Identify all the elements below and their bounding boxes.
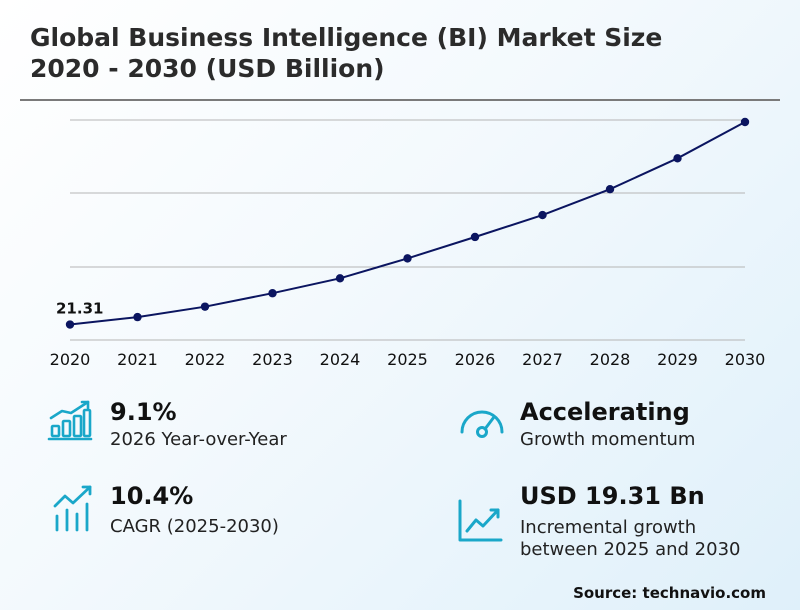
x-tick-2025: 2025 <box>387 350 428 369</box>
incremental-value: USD 19.31 Bn <box>520 482 705 510</box>
source-credit: Source: technavio.com <box>573 584 766 602</box>
incremental-label-line1: Incremental growth <box>520 517 697 538</box>
series-line <box>69 121 746 326</box>
data-label-2020: 21.31 <box>56 300 103 318</box>
x-axis-ticks: 2020 2021 2022 2023 2024 2025 2026 2027 2028 2029… <box>50 350 766 369</box>
trend-bars-icon <box>53 485 92 532</box>
data-point-2024 <box>335 274 345 283</box>
title-divider <box>20 99 780 101</box>
x-tick-2029: 2029 <box>657 350 698 369</box>
data-point-2025 <box>403 254 412 263</box>
cagr-label: CAGR (2025-2030) <box>110 516 279 537</box>
grid-lines <box>70 119 745 341</box>
bar-chart-growth-icon <box>47 400 93 441</box>
data-labels: 21.31 <box>56 300 103 318</box>
data-point-2022 <box>200 302 210 311</box>
data-point-2028 <box>605 184 615 194</box>
data-point-2021 <box>133 312 142 322</box>
yoy-value: 9.1% <box>110 398 177 426</box>
x-tick-2028: 2028 <box>590 350 631 369</box>
stat-cagr: 10.4% CAGR (2025-2030) <box>52 482 392 542</box>
chart-title-line1: Global Business Intelligence (BI) Market… <box>30 23 663 52</box>
data-point-2023 <box>268 289 277 298</box>
x-tick-2027: 2027 <box>522 350 563 369</box>
stat-incremental: USD 19.31 Bn Incremental growth between … <box>456 482 786 562</box>
gauge-icon <box>460 410 504 438</box>
stat-momentum: Accelerating Growth momentum <box>458 398 778 458</box>
momentum-value: Accelerating <box>520 398 690 426</box>
incremental-label-line2: between 2025 and 2030 <box>520 539 741 560</box>
incremental-label: Incremental growth between 2025 and 2030 <box>520 517 740 561</box>
data-point-2020 <box>65 320 75 329</box>
line-chart: 21.31 2020 2021 2022 2023 2024 2025 2026 2027 20… <box>50 117 766 369</box>
x-tick-2030: 2030 <box>725 350 766 369</box>
line-chart-up-icon <box>458 499 503 542</box>
data-point-2026 <box>470 232 480 242</box>
chart-title: Global Business Intelligence (BI) Market… <box>30 22 770 84</box>
data-point-2027 <box>538 210 547 220</box>
x-tick-2022: 2022 <box>185 350 226 369</box>
x-tick-2023: 2023 <box>252 350 293 369</box>
yoy-label: 2026 Year-over-Year <box>110 429 287 450</box>
stat-yoy: 9.1% 2026 Year-over-Year <box>46 398 386 458</box>
x-tick-2020: 2020 <box>50 350 91 369</box>
data-point-2030 <box>740 117 750 127</box>
x-tick-2026: 2026 <box>455 350 496 369</box>
x-tick-2021: 2021 <box>117 350 158 369</box>
data-point-2029 <box>673 154 682 163</box>
series-line-group <box>69 121 746 326</box>
cagr-value: 10.4% <box>110 482 194 510</box>
chart-title-line2: 2020 - 2030 (USD Billion) <box>30 54 385 83</box>
data-points <box>65 117 750 329</box>
momentum-label: Growth momentum <box>520 429 696 450</box>
x-tick-2024: 2024 <box>320 350 361 369</box>
